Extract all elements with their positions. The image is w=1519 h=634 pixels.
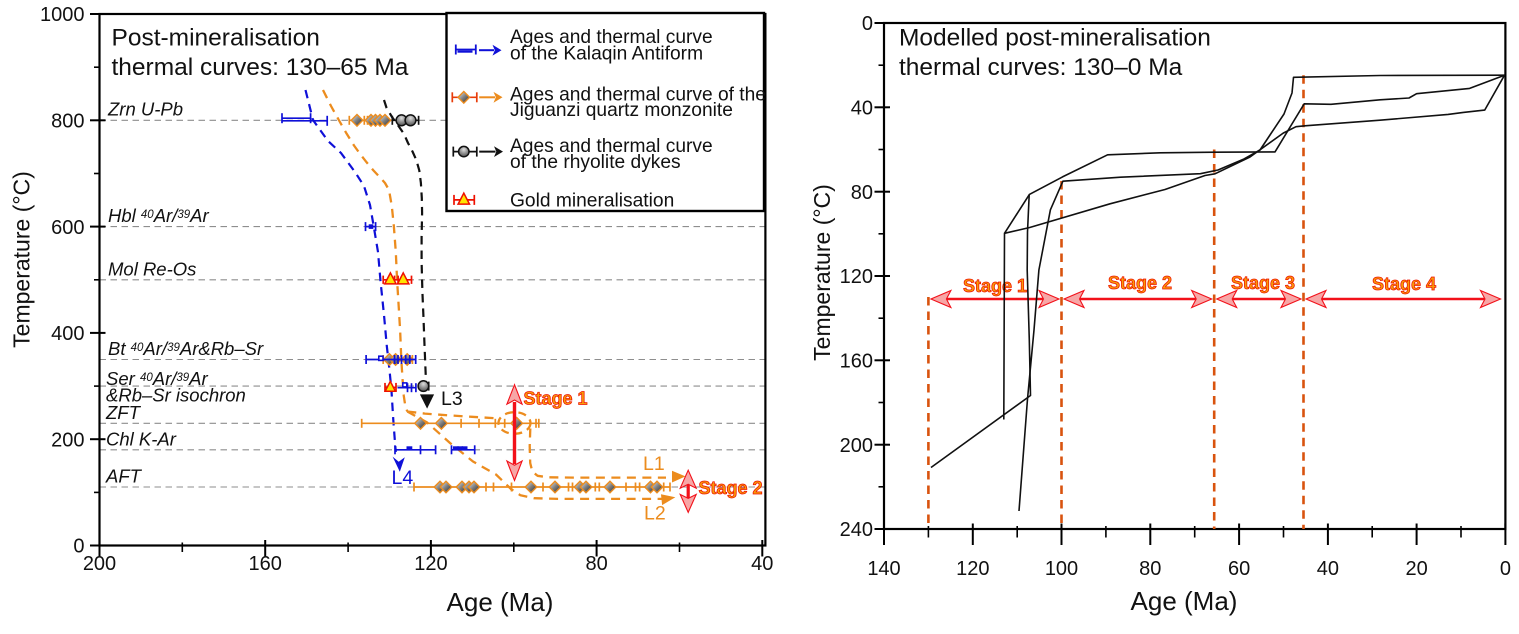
svg-text:0: 0 [1500,558,1511,580]
svg-text:200: 200 [51,429,84,451]
svg-text:200: 200 [83,553,116,575]
svg-text:Ages and thermal curve of the: Ages and thermal curve of the [510,84,766,105]
svg-text:ZFT: ZFT [105,402,142,423]
svg-text:140: 140 [867,558,900,580]
svg-text:of the rhyolite dykes: of the rhyolite dykes [510,152,681,173]
svg-text:120: 120 [956,558,989,580]
svg-text:Stage 2: Stage 2 [1108,273,1172,293]
svg-text:Stage 3: Stage 3 [1231,273,1295,293]
svg-text:Stage 4: Stage 4 [1372,274,1436,294]
svg-text:Temperature (°C): Temperature (°C) [9,171,35,348]
svg-text:Gold mineralisation: Gold mineralisation [510,190,674,211]
svg-text:40: 40 [851,98,873,120]
svg-text:Temperature (°C): Temperature (°C) [809,184,835,361]
svg-text:80: 80 [1139,558,1161,580]
svg-text:80: 80 [851,182,873,204]
svg-text:Bt 40Ar/39Ar&Rb–Sr: Bt 40Ar/39Ar&Rb–Sr [108,338,264,359]
svg-text:80: 80 [585,553,607,575]
svg-text:Mol Re-Os: Mol Re-Os [108,259,196,280]
svg-text:160: 160 [840,351,873,373]
svg-text:Stage 2: Stage 2 [698,478,762,498]
svg-text:L3: L3 [441,388,463,410]
svg-text:800: 800 [51,111,84,133]
svg-text:Ages and thermal curve: Ages and thermal curve [510,27,713,48]
svg-text:Stage 1: Stage 1 [523,389,587,409]
svg-text:Age (Ma): Age (Ma) [1131,586,1238,616]
svg-text:&Rb–Sr isochron: &Rb–Sr isochron [106,385,246,406]
svg-text:Age (Ma): Age (Ma) [447,587,554,617]
svg-text:600: 600 [51,217,84,239]
svg-text:0: 0 [73,536,84,558]
svg-text:Hbl 40Ar/39Ar: Hbl 40Ar/39Ar [108,205,209,226]
svg-text:L1: L1 [643,453,665,475]
svg-text:Modelled post-mineralisation: Modelled post-mineralisation [899,24,1211,51]
svg-text:20: 20 [1405,558,1427,580]
svg-text:120: 120 [414,553,447,575]
svg-text:100: 100 [1045,558,1078,580]
svg-text:L2: L2 [644,503,666,525]
svg-text:160: 160 [249,553,282,575]
svg-text:L4: L4 [392,467,414,489]
svg-text:thermal curves: 130–65 Ma: thermal curves: 130–65 Ma [112,54,409,81]
svg-text:1000: 1000 [40,4,85,26]
svg-text:AFT: AFT [105,466,143,487]
svg-text:200: 200 [840,435,873,457]
svg-text:thermal curves: 130–0 Ma: thermal curves: 130–0 Ma [899,54,1183,81]
svg-text:Post-mineralisation: Post-mineralisation [112,24,320,51]
svg-text:Chl K-Ar: Chl K-Ar [106,429,177,450]
svg-text:Jiguanzi quartz monzonite: Jiguanzi quartz monzonite [510,100,733,121]
svg-text:120: 120 [840,266,873,288]
svg-text:Stage 1: Stage 1 [963,276,1027,296]
svg-text:400: 400 [51,323,84,345]
svg-text:Ser 40Ar/39Ar: Ser 40Ar/39Ar [106,368,209,389]
svg-text:240: 240 [840,519,873,541]
svg-text:0: 0 [862,13,873,35]
svg-text:Zrn U-Pb: Zrn U-Pb [107,99,183,120]
svg-text:60: 60 [1228,558,1250,580]
svg-text:40: 40 [751,553,773,575]
svg-text:40: 40 [1317,558,1339,580]
svg-text:of the Kalaqin Antiform: of the Kalaqin Antiform [510,43,703,64]
svg-text:Ages and thermal curve: Ages and thermal curve [510,136,713,157]
